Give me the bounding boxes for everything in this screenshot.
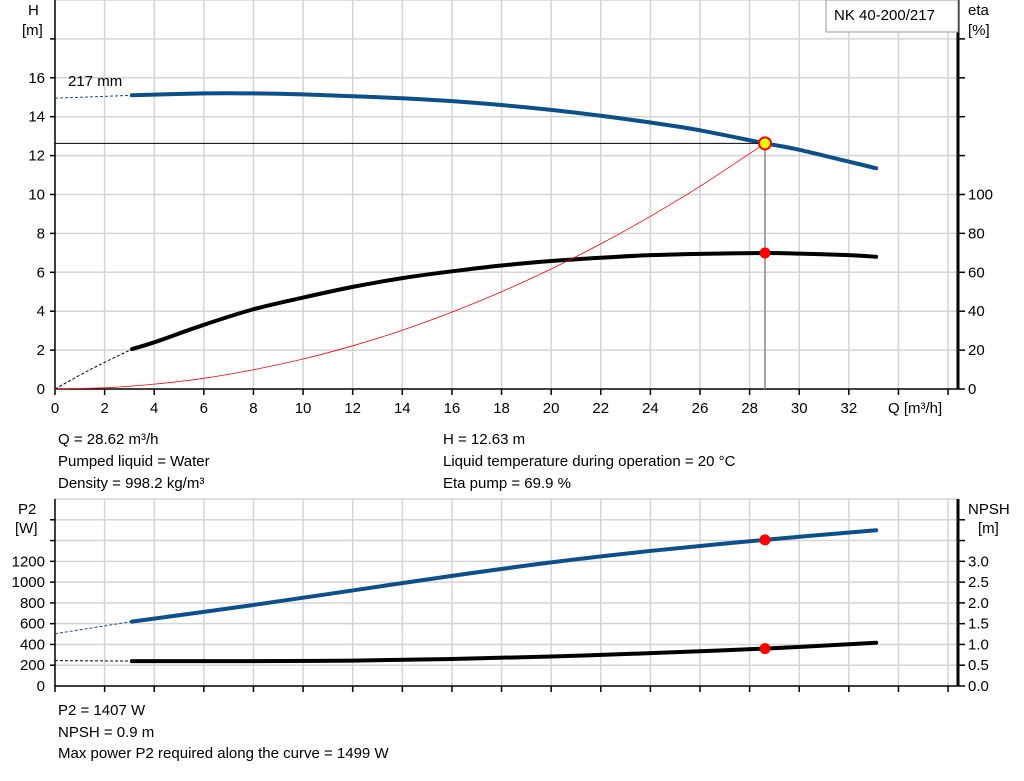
x-tick-label: 4 [150,400,158,417]
y-right-tick-label: 40 [968,303,985,320]
eta-axis-unit: [%] [968,22,990,39]
y-tick-label: 600 [20,616,45,633]
y-right-tick-label: 3.0 [968,553,989,570]
p2-readout: P2 = 1407 W [58,702,146,719]
npsh-axis-label: NPSH [968,501,1010,518]
y-tick-label: 4 [37,303,45,320]
y-right-tick-label: 0.0 [968,678,989,695]
y-tick-label: 0 [37,381,45,398]
x-tick-label: 0 [51,400,59,417]
x-tick-label: 20 [543,400,560,417]
y-tick-label: 6 [37,264,45,281]
x-tick-label: 18 [493,400,510,417]
x-tick-label: 22 [592,400,609,417]
x-axis-label: Q [m³/h] [888,400,942,417]
x-tick-label: 2 [100,400,108,417]
y-right-tick-label: 0 [968,381,976,398]
series-h-curve [129,91,879,171]
y-right-tick-label: 2.5 [968,574,989,591]
p2-axis-label: P2 [18,501,36,518]
eta-axis-label: eta [968,2,990,19]
x-tick-label: 24 [642,400,659,417]
y-tick-label: 1200 [12,553,45,570]
y-right-tick-label: 20 [968,342,985,359]
y-right-tick-label: 0.5 [968,657,989,674]
y-tick-label: 8 [37,225,45,242]
series-system-curve [54,142,766,390]
npsh-axis-unit: [m] [978,520,999,537]
eta-duty-point [759,247,771,259]
y-tick-label: 0 [37,678,45,695]
p2-axis-unit: [W] [15,520,38,537]
y-tick-label: 800 [20,595,45,612]
y-tick-label: 14 [28,109,45,126]
npsh-duty-point [759,643,771,655]
y-right-tick-label: 100 [968,187,993,204]
eta-readout: Eta pump = 69.9 % [443,475,571,492]
max-p2-readout: Max power P2 required along the curve = … [58,745,389,762]
y-tick-label: 16 [28,70,45,87]
x-tick-label: 30 [791,400,808,417]
x-tick-label: 10 [295,400,312,417]
title-box [825,0,959,33]
y-right-tick-label: 1.5 [968,616,989,633]
y-right-tick-label: 60 [968,264,985,281]
x-tick-label: 14 [394,400,411,417]
y-tick-label: 400 [20,636,45,653]
curve-annotation: 217 mm [68,73,122,90]
pumped-liquid-readout: Pumped liquid = Water [58,453,210,470]
y-tick-label: 1000 [12,574,45,591]
x-tick-label: 16 [444,400,461,417]
y-right-tick-label: 80 [968,225,985,242]
head-duty-point [757,136,772,151]
npsh-readout: NPSH = 0.9 m [58,724,155,741]
h-axis-label: H [28,2,39,19]
series-eta-extrapolated [54,348,133,390]
x-tick-label: 32 [841,400,858,417]
head-readout: H = 12.63 m [443,431,526,448]
flow-readout: Q = 28.62 m³/h [58,431,159,448]
x-tick-label: 26 [692,400,709,417]
y-tick-label: 200 [20,657,45,674]
x-tick-label: 8 [249,400,257,417]
x-tick-label: 28 [741,400,758,417]
y-right-tick-label: 2.0 [968,595,989,612]
x-tick-label: 6 [200,400,208,417]
power-npsh-chart: 0 200 400 600 800 1000 1200 0.0 0.5 1.0 1.5 2.0 2.5 3… [12,498,989,695]
series-p2-curve [129,528,879,624]
x-tick-label: 12 [344,400,361,417]
h-axis-unit: [m] [22,22,43,39]
y-tick-label: 10 [28,187,45,204]
temperature-readout: Liquid temperature during operation = 20… [443,453,736,470]
p2-duty-point [759,534,771,546]
y-right-tick-label: 1.0 [968,636,989,653]
chart-title: NK 40-200/217 [834,7,935,24]
y-tick-label: 2 [37,342,45,359]
series-npsh-curve [129,640,879,664]
series-h-extrapolated [54,94,132,99]
series-eta-curve [129,251,879,352]
density-readout: Density = 998.2 kg/m³ [58,475,205,492]
y-tick-label: 12 [28,148,45,165]
